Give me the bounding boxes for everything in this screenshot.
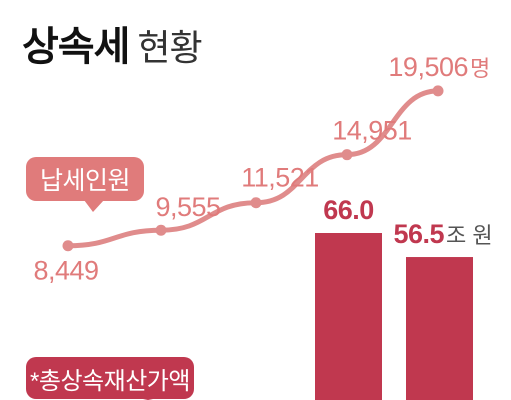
assets-bar-label: 66.0	[323, 195, 374, 225]
taxpayers-data-label: 19,506	[388, 52, 468, 82]
taxpayers-point	[62, 240, 74, 252]
assets-unit-label: 조 원	[446, 223, 493, 248]
taxpayers-data-label: 8,449	[33, 256, 98, 286]
taxpayers-legend-badge: 납세인원	[26, 157, 144, 201]
taxpayers-data-label: 9,555	[155, 192, 220, 222]
assets-bar-label: 56.5	[393, 219, 444, 249]
chart-title: 상속세 현황	[22, 14, 203, 72]
title-main: 상속세	[22, 25, 130, 69]
taxpayers-unit-label: 명	[470, 56, 490, 81]
taxpayers-point	[155, 224, 167, 236]
taxpayers-point	[432, 85, 444, 97]
assets-bar	[315, 233, 382, 400]
taxpayers-point	[250, 197, 262, 209]
assets-legend-badge: *총상속재산가액	[26, 357, 194, 399]
taxpayers-data-label: 14,951	[332, 116, 412, 146]
taxpayers-data-label: 11,521	[241, 163, 319, 193]
taxpayers-point	[341, 149, 353, 161]
assets-bar	[406, 257, 473, 400]
title-sub: 현황	[137, 27, 202, 68]
taxpayers-badge-tail	[84, 200, 104, 212]
